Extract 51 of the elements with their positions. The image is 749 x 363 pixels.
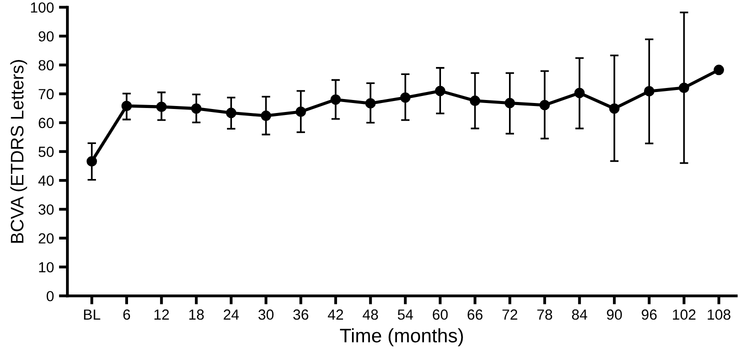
point <box>504 98 516 108</box>
point <box>86 156 98 167</box>
x-tick-label: 84 <box>572 309 588 320</box>
point <box>400 92 411 103</box>
x-tick-label: 12 <box>154 309 169 320</box>
x-tick-label: 90 <box>606 309 622 320</box>
y-tick-label: 100 <box>31 2 54 13</box>
x-tick-label: 18 <box>189 309 204 320</box>
x-tick-label: 36 <box>293 309 308 320</box>
point <box>191 103 202 114</box>
point <box>678 82 690 93</box>
point <box>121 100 132 112</box>
point <box>574 88 585 98</box>
x-tick-label: 78 <box>537 309 552 320</box>
point <box>330 94 341 105</box>
y-tick-label: 80 <box>38 60 54 70</box>
x-tick-label: 54 <box>398 310 414 320</box>
y-tick-label: 90 <box>38 31 54 42</box>
point <box>539 100 550 110</box>
point <box>260 110 272 121</box>
x-tick-label: 108 <box>708 309 730 320</box>
x-tick-label: 102 <box>672 309 696 320</box>
x-tick-label: 6 <box>123 309 130 320</box>
y-tick-label: 20 <box>38 233 54 244</box>
x-tick-label: 48 <box>362 309 378 320</box>
x-axis-title: Time (months) <box>340 328 463 346</box>
y-axis-title: BCVA (ETDRS Letters) <box>10 60 28 243</box>
y-tick-label: 40 <box>38 176 54 186</box>
x-tick-label: 24 <box>224 309 239 320</box>
point <box>609 103 620 114</box>
x-tick-label: BL <box>84 310 100 320</box>
x-tick-label: 96 <box>642 309 657 320</box>
x-tick-label: 60 <box>432 309 448 320</box>
point <box>365 98 376 109</box>
point <box>226 108 236 118</box>
y-tick-label: 30 <box>38 204 54 215</box>
y-tick-label: 0 <box>46 290 54 302</box>
x-tick-label: 42 <box>328 309 344 320</box>
x-tick-label: 66 <box>468 309 482 320</box>
x-tick-label: 72 <box>502 309 518 320</box>
point <box>156 102 167 112</box>
point <box>644 86 654 96</box>
y-tick-label: 70 <box>38 88 54 100</box>
y-tick-label: 50 <box>38 146 54 157</box>
x-tick-label: 30 <box>258 309 274 320</box>
point <box>434 86 446 96</box>
point <box>296 106 306 117</box>
y-tick-label: 10 <box>39 262 54 272</box>
y-tick-label: 60 <box>38 118 54 128</box>
point <box>470 96 480 106</box>
point <box>714 64 724 76</box>
